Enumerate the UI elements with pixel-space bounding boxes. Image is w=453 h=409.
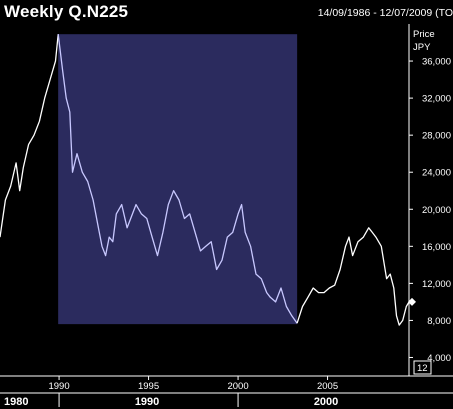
x-major-label: 1980: [4, 396, 28, 408]
price-line-post: [296, 227, 410, 326]
x-tick-label: 1990: [48, 381, 69, 392]
y-tick-label: 8,000: [427, 316, 451, 327]
axis-box-label: 12: [417, 363, 428, 374]
x-tick-label: 2000: [227, 381, 248, 392]
axis-box: [413, 360, 432, 375]
highlight-region-layer: [58, 34, 298, 325]
axis-layer: Price JPY 12: [0, 24, 453, 394]
price-line-highlight: [57, 34, 298, 324]
y-axis-unit: JPY: [413, 42, 431, 53]
last-value-marker: [408, 297, 416, 306]
y-tick-label: 4,000: [427, 353, 451, 364]
y-tick-label: 12,000: [422, 279, 451, 290]
date-range: 14/09/1986 - 12/07/2009 (TO: [317, 7, 453, 19]
chart-title: Weekly Q.N225: [4, 2, 129, 21]
x-major-label: 2000: [314, 396, 338, 408]
y-tick-label: 16,000: [422, 242, 451, 253]
ticks-layer: 4,000 8,000 12,000 16,000 20,000 24,000 28,000…: [4, 57, 451, 408]
y-tick-label: 20,000: [422, 205, 451, 216]
y-tick-label: 28,000: [422, 131, 451, 142]
y-tick-label: 32,000: [422, 94, 451, 105]
highlight-region: [58, 34, 298, 325]
x-tick-label: 2005: [317, 381, 338, 392]
y-tick-label: 24,000: [422, 168, 451, 179]
x-major-label: 1990: [135, 396, 159, 408]
price-line-pre: [0, 34, 59, 238]
y-tick-label: 36,000: [422, 57, 451, 68]
x-tick-label: 1995: [138, 381, 159, 392]
y-axis-title: Price: [413, 29, 435, 40]
price-series-layer: [0, 34, 416, 326]
